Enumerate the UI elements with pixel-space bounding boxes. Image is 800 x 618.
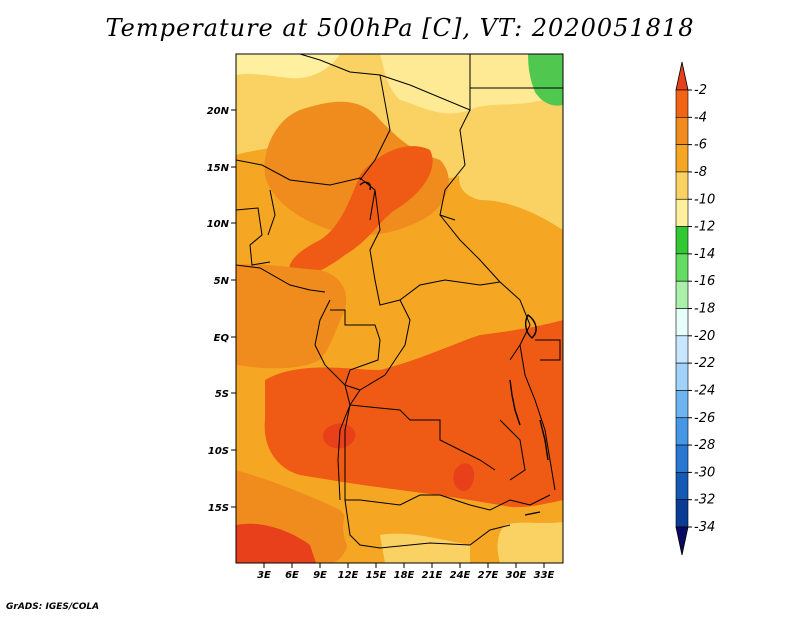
- lat-label: 5S: [215, 389, 229, 400]
- colorbar-segment: [675, 444, 689, 473]
- lake-malawi: [539, 419, 549, 461]
- field-orange-gulf: [236, 264, 347, 369]
- colorbar-label: -8: [694, 165, 707, 180]
- map-frame: [235, 53, 564, 564]
- border-line: [519, 344, 556, 491]
- lat-label: 15S: [208, 503, 229, 514]
- lake-victoria: [524, 313, 537, 339]
- colorbar-label: -32: [694, 493, 715, 508]
- border-line: [330, 309, 381, 391]
- border-line: [379, 54, 471, 111]
- colorbar-label: -22: [694, 356, 715, 371]
- lat-label: 15N: [207, 163, 230, 174]
- colorbar-label: -28: [694, 438, 715, 453]
- field-green-corner: [528, 54, 563, 106]
- colorbar-label: -12: [694, 220, 715, 235]
- border-line: [439, 494, 551, 511]
- lon-label: 33E: [534, 570, 555, 581]
- coastline: [314, 299, 351, 501]
- border-line: [344, 499, 471, 549]
- lon-label: 27E: [478, 570, 499, 581]
- colorbar-segment: [675, 308, 689, 337]
- colorbar-label: -4: [694, 110, 707, 125]
- field-red-congo: [264, 320, 563, 508]
- lon-label: 3E: [257, 570, 271, 581]
- colorbar-label: -30: [694, 465, 715, 480]
- colorbar-segment: [675, 144, 689, 173]
- colorbar-label: -2: [694, 83, 707, 98]
- border-line: [344, 404, 440, 506]
- longitude-axis: 3E 6E 9E 12E 15E 18E 21E 24E 27E 30E 33E: [257, 563, 555, 581]
- colorbar-segment: [675, 417, 689, 446]
- country-borders: [236, 54, 563, 549]
- field-yellow-east: [459, 140, 563, 230]
- field-yellow-se: [497, 522, 563, 563]
- colorbar-segment: [675, 89, 689, 118]
- lat-label: 10N: [207, 219, 230, 230]
- latitude-axis: 20N 15N 10N 5N EQ 5S 10S 15S: [207, 106, 236, 514]
- lake-kariba: [524, 511, 541, 516]
- colorbar-segment: [675, 117, 689, 145]
- lat-label: 20N: [207, 106, 230, 117]
- colorbar-segment: [675, 472, 689, 500]
- lon-label: 12E: [338, 570, 359, 581]
- colorbar-label: -26: [694, 411, 715, 426]
- lake-tanganyika: [509, 379, 521, 426]
- border-line: [267, 189, 276, 236]
- field-hot-spot-zambia: [453, 463, 475, 491]
- field-yellow-south: [380, 533, 470, 563]
- lon-label: 18E: [394, 570, 415, 581]
- border-line: [349, 389, 496, 471]
- field-red-nigeria: [289, 146, 433, 277]
- colorbar-label: -24: [694, 383, 715, 398]
- map-title: Temperature at 500hPa [C], VT: 202005181…: [105, 14, 695, 42]
- border-line: [499, 281, 531, 361]
- lat-label: EQ: [214, 333, 230, 344]
- lon-label: 15E: [366, 570, 387, 581]
- colorbar: -2 -4 -6 -8 -10 -12 -14 -16 -18 -20 -22 -24 -26 -28 -3…: [675, 61, 715, 556]
- lon-label: 6E: [285, 570, 299, 581]
- lake-chad: [359, 181, 372, 191]
- colorbar-segment: [675, 253, 689, 282]
- lon-label: 30E: [506, 570, 527, 581]
- colorbar-top-arrow: [675, 61, 689, 91]
- lon-label: 21E: [422, 570, 443, 581]
- colorbar-label: -6: [694, 138, 707, 153]
- colorbar-label: -20: [694, 329, 715, 344]
- coastline: [236, 264, 326, 293]
- lat-label: 10S: [208, 446, 229, 457]
- temperature-field: [236, 54, 563, 563]
- colorbar-label: -10: [694, 192, 715, 207]
- lon-label: 9E: [313, 570, 327, 581]
- credit-label: GrADS: IGES/COLA: [6, 602, 100, 612]
- colorbar-segment: [675, 499, 689, 528]
- colorbar-label: -18: [694, 302, 715, 317]
- colorbar-segment: [675, 335, 689, 364]
- border-line: [236, 207, 271, 266]
- border-line: [369, 189, 501, 306]
- lon-label: 24E: [450, 570, 471, 581]
- border-line: [439, 109, 471, 221]
- colorbar-label: -14: [694, 247, 715, 262]
- colorbar-bottom-arrow: [675, 526, 689, 556]
- border-line: [535, 339, 561, 361]
- border-line: [499, 419, 526, 481]
- colorbar-segment: [675, 390, 689, 419]
- border-line: [469, 524, 511, 546]
- colorbar-segment: [675, 171, 689, 200]
- lat-label: 5N: [214, 276, 230, 287]
- colorbar-segment: [675, 198, 689, 227]
- border-line: [439, 214, 501, 283]
- colorbar-segment: [675, 362, 689, 391]
- colorbar-label: -34: [694, 520, 715, 535]
- colorbar-label: -16: [694, 274, 715, 289]
- border-line: [359, 299, 411, 391]
- field-red-sw-corner: [236, 523, 316, 563]
- colorbar-segment: [675, 226, 689, 255]
- colorbar-segment: [675, 280, 689, 309]
- lakes: [359, 181, 549, 516]
- field-pale-nw: [236, 54, 340, 79]
